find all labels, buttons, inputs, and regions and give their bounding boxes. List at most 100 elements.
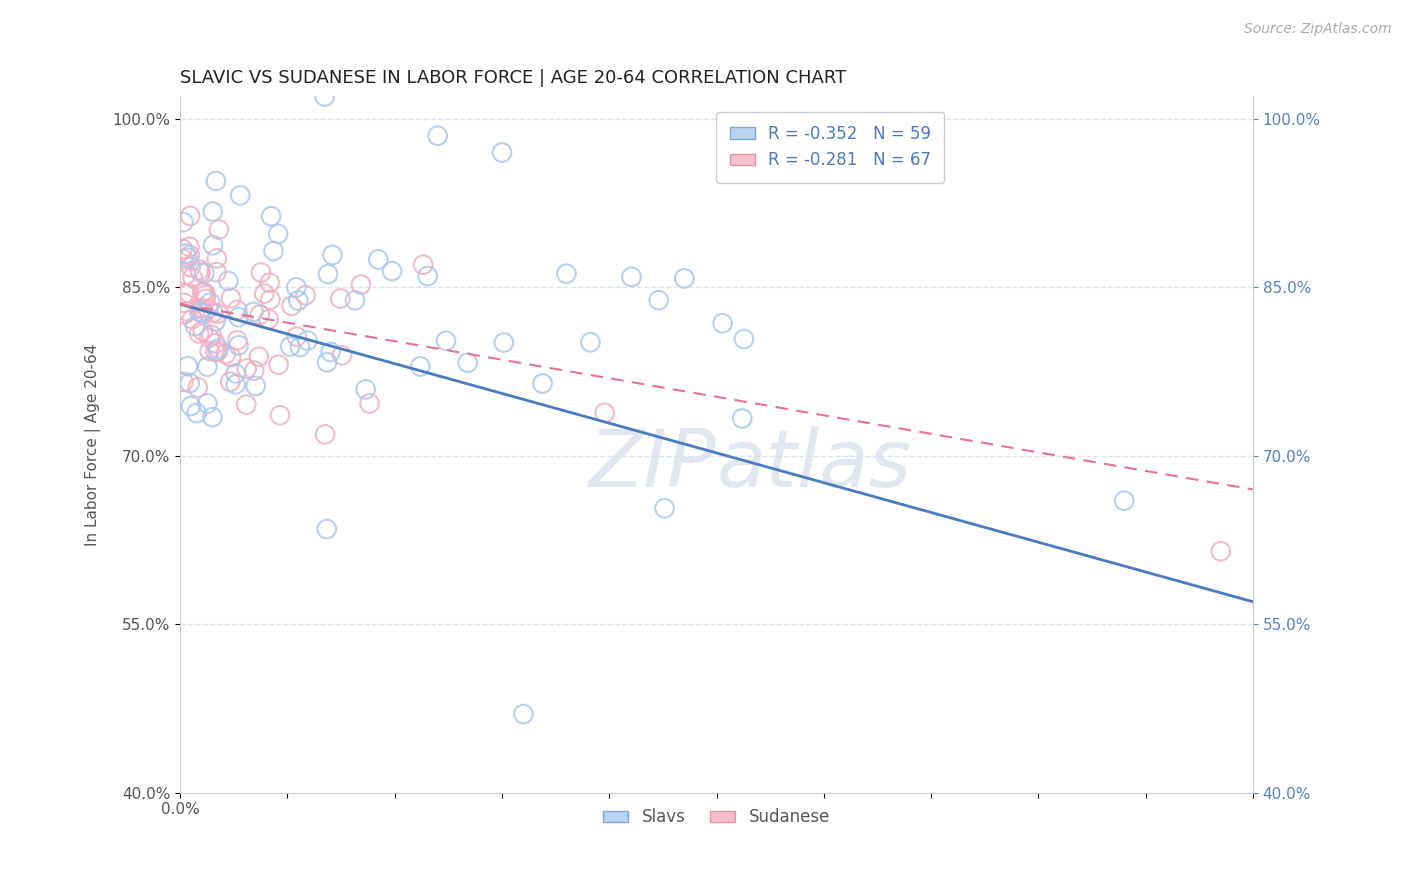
Point [186,406,208,420]
Point [242,305,264,319]
Point [205,174,228,188]
Point [179,376,201,390]
Point [285,329,308,343]
Point [243,363,266,377]
Point [172,252,194,267]
Point [321,248,343,262]
Point [226,303,249,318]
Point [269,408,291,422]
Point [367,252,389,267]
Point [219,291,242,305]
Point [176,251,198,265]
Point [188,262,211,277]
Y-axis label: In Labor Force | Age 20-64: In Labor Force | Age 20-64 [86,343,101,546]
Point [257,312,280,326]
Text: Source: ZipAtlas.com: Source: ZipAtlas.com [1244,22,1392,37]
Legend: Slavs, Sudanese: Slavs, Sudanese [596,802,837,833]
Point [193,285,215,300]
Point [314,427,336,442]
Point [228,310,250,325]
Point [201,410,224,425]
Point [181,270,204,285]
Point [512,707,534,722]
Point [434,334,457,348]
Point [278,339,301,353]
Point [214,347,236,361]
Point [225,377,247,392]
Point [187,380,209,394]
Point [191,285,214,300]
Point [200,328,222,343]
Point [260,209,283,223]
Point [267,227,290,241]
Point [205,265,228,279]
Point [179,209,201,223]
Point [188,304,211,318]
Point [426,128,449,143]
Point [225,367,247,381]
Point [416,269,439,284]
Point [179,248,201,262]
Point [228,338,250,352]
Point [217,274,239,288]
Point [354,382,377,396]
Point [194,292,217,306]
Point [350,277,373,292]
Point [207,344,229,359]
Point [173,307,195,321]
Point [179,240,201,254]
Point [263,244,285,258]
Point [204,336,226,351]
Point [190,306,212,320]
Point [172,215,194,229]
Point [235,361,257,376]
Point [198,331,221,345]
Point [235,398,257,412]
Point [673,271,696,285]
Point [177,359,200,373]
Point [207,342,229,356]
Point [205,252,228,266]
Point [381,264,404,278]
Point [267,358,290,372]
Point [409,359,432,374]
Point [181,312,204,326]
Point [172,375,194,389]
Point [314,89,336,103]
Point [329,292,352,306]
Point [593,406,616,420]
Point [200,295,222,310]
Point [173,286,195,301]
Point [343,293,366,308]
Point [245,379,267,393]
Point [1209,544,1232,558]
Point [647,293,669,308]
Point [201,204,224,219]
Point [193,306,215,320]
Point [208,222,231,236]
Point [620,269,643,284]
Point [294,288,316,302]
Point [288,340,311,354]
Point [531,376,554,391]
Point [711,316,734,330]
Point [198,343,221,358]
Point [250,266,273,280]
Point [492,335,515,350]
Point [731,411,754,425]
Point [174,268,197,282]
Point [316,355,339,369]
Point [287,293,309,308]
Point [247,350,270,364]
Point [259,276,281,290]
Point [259,293,281,307]
Text: SLAVIC VS SUDANESE IN LABOR FORCE | AGE 20-64 CORRELATION CHART: SLAVIC VS SUDANESE IN LABOR FORCE | AGE … [180,69,846,87]
Point [207,307,229,321]
Text: ZIP: ZIP [589,426,717,504]
Point [226,333,249,347]
Point [330,348,353,362]
Point [190,301,212,315]
Point [253,286,276,301]
Point [180,260,202,275]
Point [316,267,339,281]
